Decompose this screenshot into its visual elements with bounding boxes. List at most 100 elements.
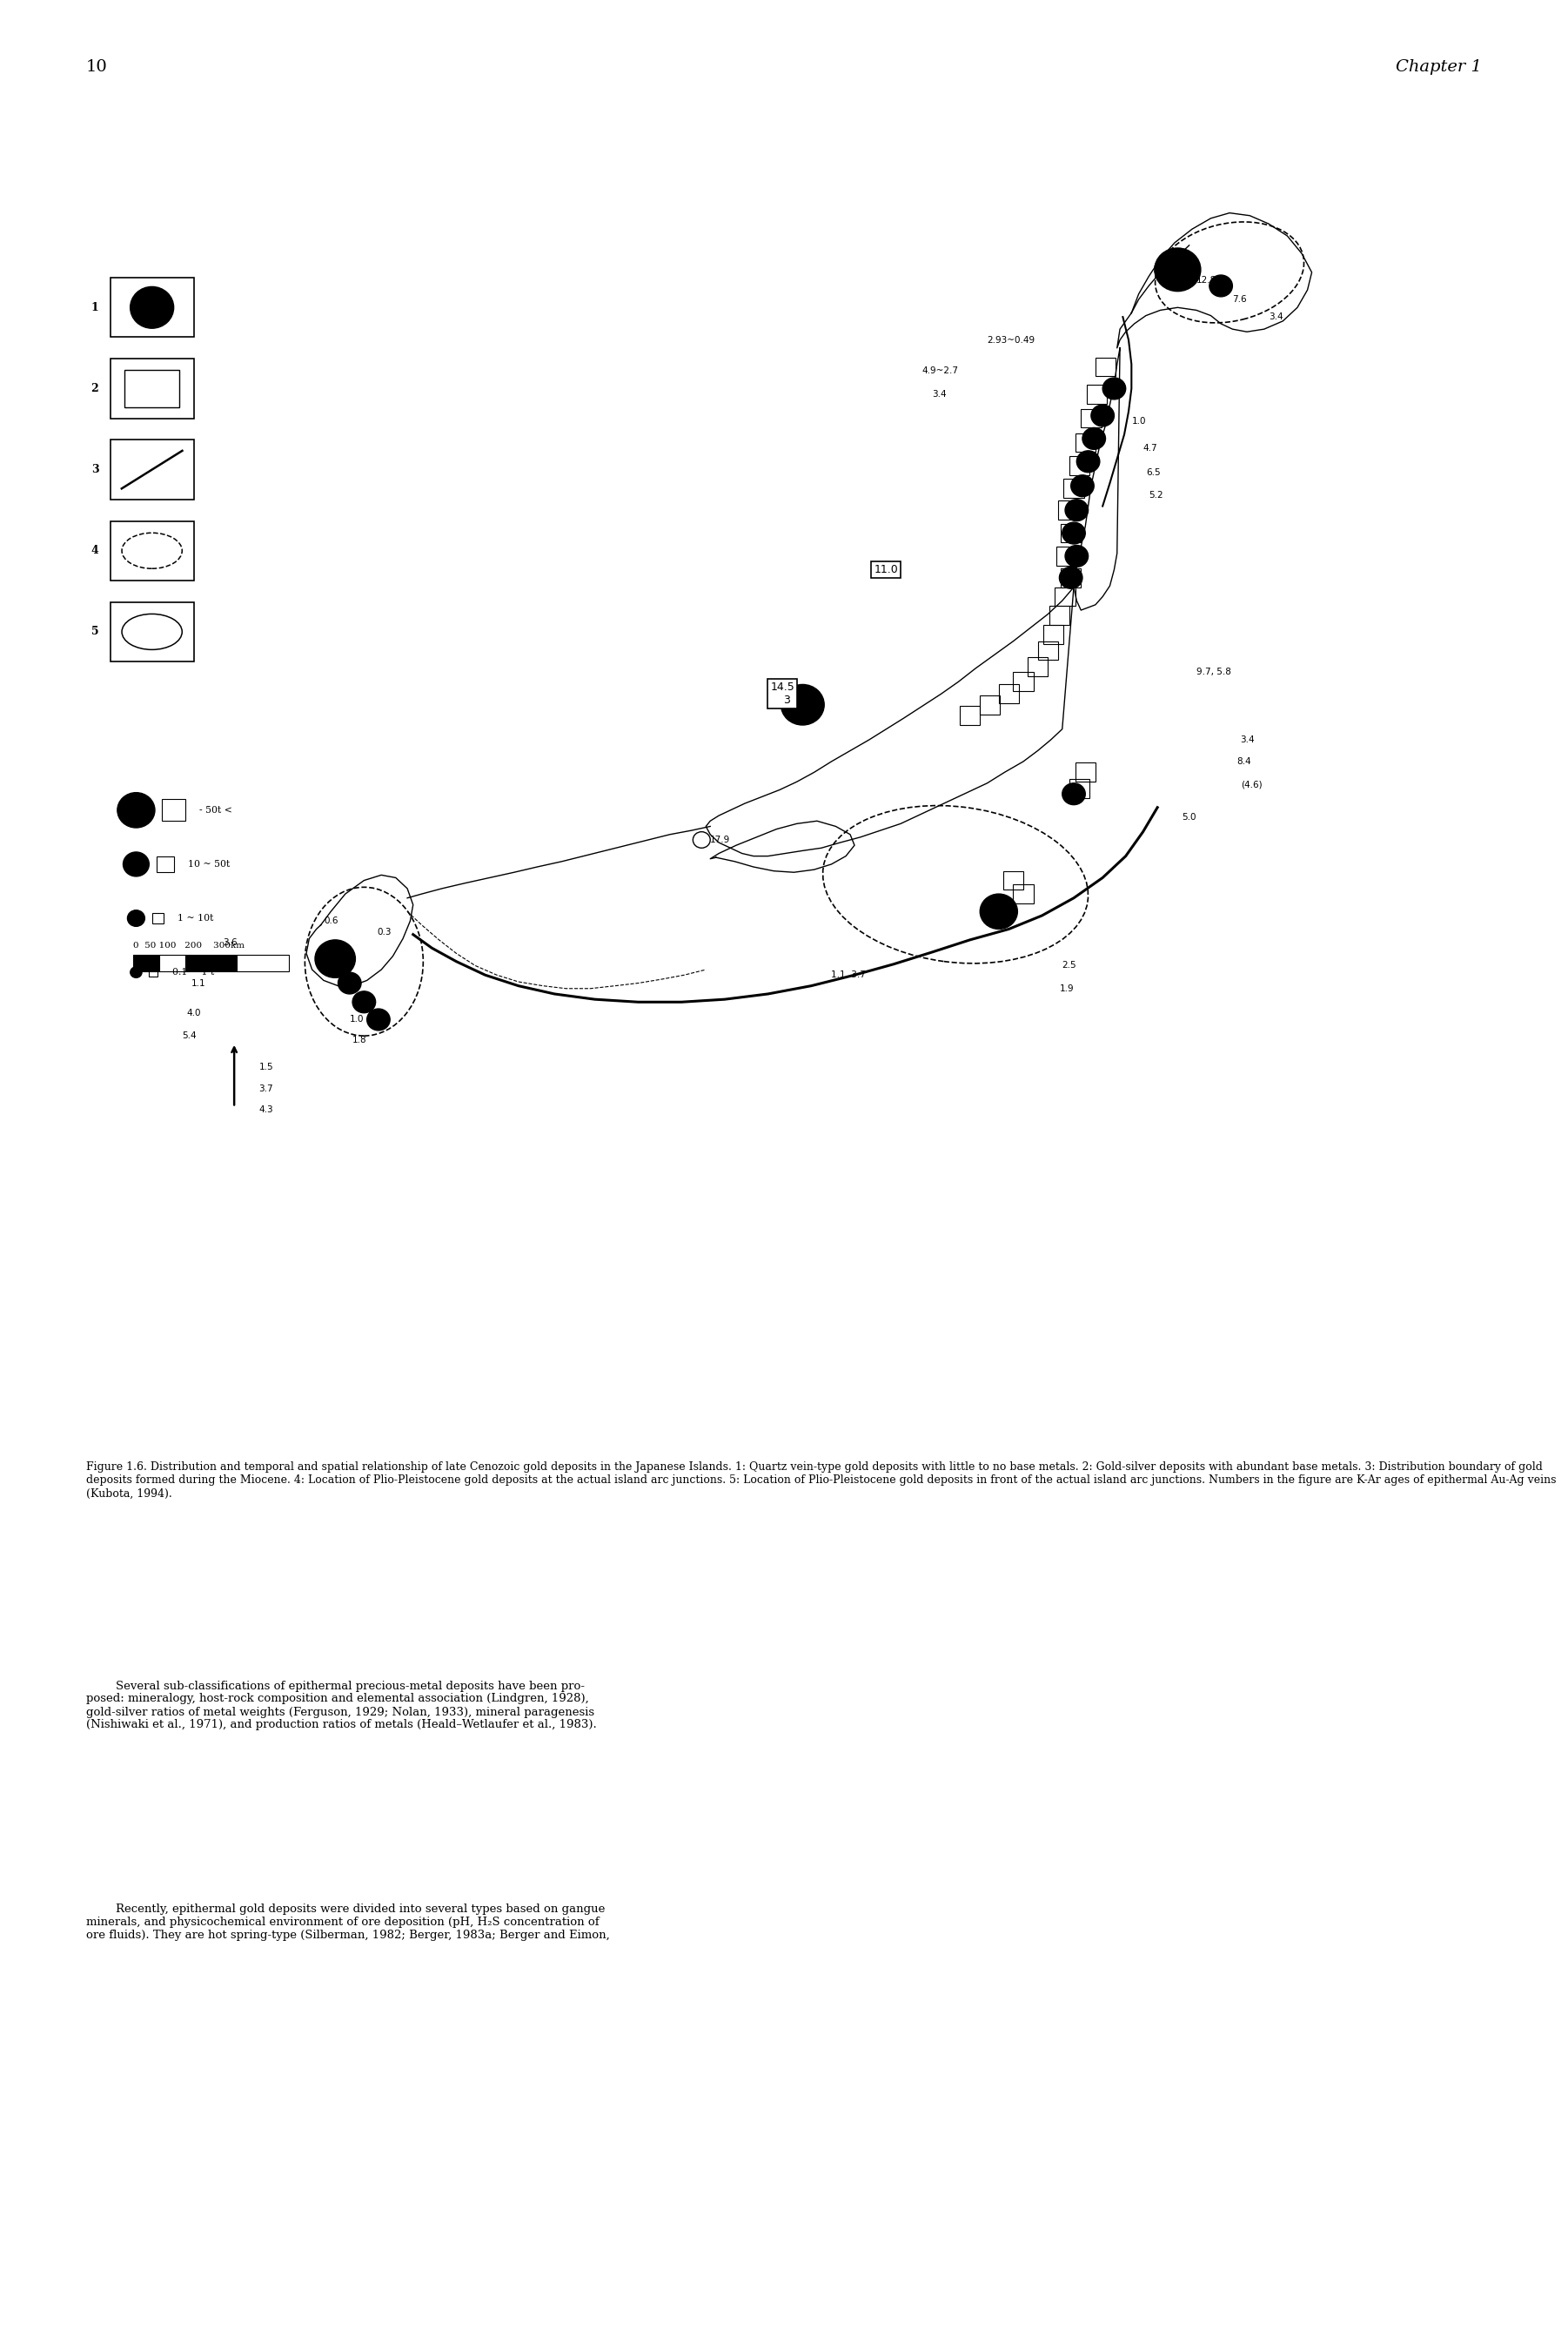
- Text: 14.5
   3: 14.5 3: [770, 682, 795, 705]
- Text: 5.2: 5.2: [1149, 491, 1163, 501]
- Text: Several sub-classifications of epithermal precious-metal deposits have been pro-: Several sub-classifications of epitherma…: [86, 1680, 597, 1730]
- Circle shape: [124, 853, 149, 877]
- Text: 4.3: 4.3: [259, 1107, 273, 1114]
- Bar: [1076, 764, 1096, 783]
- Bar: [1063, 479, 1083, 498]
- Text: 4.7: 4.7: [1143, 444, 1157, 454]
- Bar: [185, 954, 237, 971]
- Bar: [1080, 409, 1101, 428]
- Bar: [1062, 524, 1080, 543]
- Bar: [149, 968, 158, 975]
- Bar: [160, 954, 185, 971]
- Text: 1.0: 1.0: [1132, 416, 1146, 425]
- Text: 1 ~ 10t: 1 ~ 10t: [177, 914, 213, 924]
- Text: 1.5: 1.5: [259, 1062, 273, 1072]
- Text: 1.0: 1.0: [350, 1015, 364, 1025]
- Text: 2.93~0.49: 2.93~0.49: [988, 336, 1035, 345]
- Text: 9.7, 5.8: 9.7, 5.8: [1196, 667, 1231, 677]
- Text: 3.6: 3.6: [223, 938, 237, 947]
- Circle shape: [1091, 404, 1115, 425]
- Text: 2.5: 2.5: [1062, 961, 1077, 971]
- Circle shape: [315, 940, 356, 978]
- Text: 11.0: 11.0: [875, 564, 898, 576]
- Circle shape: [795, 693, 818, 717]
- Text: 7.6: 7.6: [1232, 296, 1247, 303]
- Circle shape: [1065, 501, 1088, 522]
- Circle shape: [127, 909, 144, 926]
- Text: 1.9: 1.9: [1060, 985, 1074, 994]
- Text: 10 ~ 50t: 10 ~ 50t: [188, 860, 230, 869]
- Text: 3.4: 3.4: [933, 390, 947, 400]
- Bar: [960, 705, 980, 726]
- Text: 5.4: 5.4: [182, 1032, 196, 1041]
- Text: 8.4: 8.4: [1237, 757, 1251, 766]
- Bar: [1004, 872, 1024, 891]
- Circle shape: [980, 893, 1018, 928]
- Circle shape: [1082, 428, 1105, 449]
- Bar: [1049, 606, 1069, 625]
- Circle shape: [1077, 451, 1099, 472]
- Circle shape: [130, 966, 141, 978]
- Circle shape: [339, 973, 361, 994]
- Circle shape: [1167, 258, 1189, 280]
- Text: 6.5: 6.5: [1146, 468, 1160, 477]
- Circle shape: [323, 952, 347, 973]
- Bar: [133, 954, 160, 971]
- Text: 1.8: 1.8: [353, 1036, 367, 1043]
- Text: 17.9: 17.9: [710, 837, 731, 844]
- Bar: [1013, 672, 1033, 691]
- Text: 3.4: 3.4: [1269, 313, 1283, 322]
- Text: (4.6): (4.6): [1242, 780, 1262, 790]
- Bar: [1069, 456, 1090, 475]
- Text: 4.9~2.7: 4.9~2.7: [922, 367, 960, 376]
- Text: 4.0: 4.0: [187, 1008, 201, 1018]
- Text: 10: 10: [86, 59, 108, 75]
- Bar: [1038, 642, 1058, 660]
- Text: 0.1 ~ 1 t: 0.1 ~ 1 t: [172, 968, 215, 978]
- Circle shape: [781, 684, 825, 726]
- Bar: [1062, 569, 1080, 588]
- Text: 3.7: 3.7: [259, 1083, 273, 1093]
- Bar: [1087, 385, 1107, 404]
- Text: - 50t <: - 50t <: [199, 806, 232, 815]
- Circle shape: [1154, 249, 1201, 291]
- Text: 1: 1: [91, 301, 99, 313]
- Circle shape: [1062, 522, 1085, 543]
- Text: 1.1: 1.1: [191, 978, 205, 987]
- Circle shape: [1060, 566, 1082, 588]
- Text: 3.4: 3.4: [1240, 736, 1254, 745]
- Text: 0.6: 0.6: [323, 916, 339, 926]
- Bar: [1043, 625, 1063, 644]
- Circle shape: [367, 1008, 390, 1029]
- Bar: [1096, 357, 1115, 376]
- Bar: [1058, 501, 1079, 519]
- Text: 12.8: 12.8: [1196, 275, 1217, 284]
- Bar: [157, 855, 174, 872]
- Bar: [1055, 588, 1076, 606]
- Bar: [1027, 658, 1047, 677]
- Circle shape: [1065, 545, 1088, 566]
- Text: 12.9: 12.9: [1152, 266, 1173, 275]
- Circle shape: [1209, 275, 1232, 296]
- Bar: [1069, 780, 1090, 799]
- Bar: [162, 799, 185, 820]
- Text: Recently, epithermal gold deposits were divided into several types based on gang: Recently, epithermal gold deposits were …: [86, 1904, 610, 1941]
- Bar: [1076, 432, 1096, 451]
- Circle shape: [353, 992, 376, 1013]
- Bar: [999, 684, 1019, 703]
- Text: 4: 4: [91, 545, 99, 557]
- Text: 2: 2: [91, 383, 99, 395]
- Text: 5.0: 5.0: [1182, 813, 1196, 820]
- Text: Figure 1.6. Distribution and temporal and spatial relationship of late Cenozoic : Figure 1.6. Distribution and temporal an…: [86, 1462, 1557, 1499]
- Bar: [1057, 548, 1077, 566]
- Bar: [1013, 884, 1033, 902]
- Bar: [152, 912, 163, 924]
- Circle shape: [118, 792, 155, 827]
- Text: 5: 5: [91, 625, 99, 637]
- Circle shape: [1071, 475, 1094, 496]
- Circle shape: [1062, 783, 1085, 804]
- Bar: [237, 954, 289, 971]
- Text: 3: 3: [91, 463, 99, 475]
- Ellipse shape: [130, 287, 174, 329]
- Text: 0  50 100   200    300km: 0 50 100 200 300km: [133, 942, 245, 949]
